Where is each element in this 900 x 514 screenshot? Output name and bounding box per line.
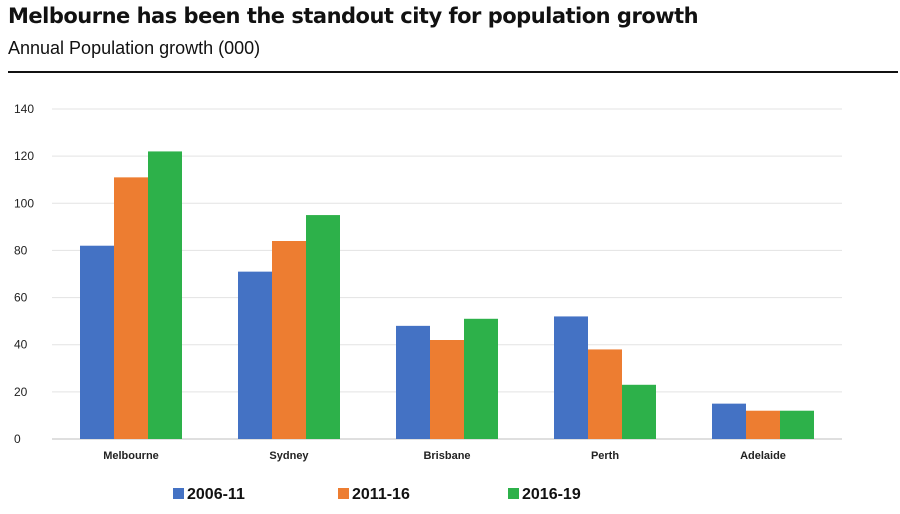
x-axis: Melbourne Sydney Brisbane Perth Adelaide — [103, 450, 786, 462]
y-tick-label: 120 — [14, 149, 34, 163]
y-axis: 0 20 40 60 80 100 120 140 — [14, 102, 34, 446]
bar-perth-2016-19 — [622, 384, 656, 439]
legend: 2006-11 2011-16 2016-19 — [173, 486, 581, 503]
bar-melbourne-2016-19 — [148, 151, 182, 439]
legend-label: 2016-19 — [522, 486, 581, 503]
x-tick-label: Sydney — [269, 450, 309, 462]
legend-swatch — [338, 488, 349, 499]
bar-perth-2006-11 — [554, 316, 588, 439]
bars — [80, 151, 814, 439]
y-tick-label: 40 — [14, 338, 28, 352]
x-tick-label: Adelaide — [740, 450, 786, 462]
bar-perth-2011-16 — [588, 349, 622, 439]
y-tick-label: 80 — [14, 243, 28, 257]
bar-sydney-2006-11 — [238, 271, 272, 439]
y-tick-label: 60 — [14, 291, 28, 305]
y-tick-label: 140 — [14, 102, 34, 116]
legend-label: 2006-11 — [187, 486, 245, 503]
bar-sydney-2011-16 — [272, 241, 306, 439]
page-subtitle: Annual Population growth (000) — [8, 38, 261, 58]
legend-swatch — [173, 488, 184, 499]
legend-swatch — [508, 488, 519, 499]
x-tick-label: Perth — [591, 450, 619, 462]
x-tick-label: Melbourne — [103, 450, 159, 462]
bar-brisbane-2011-16 — [430, 340, 464, 439]
y-tick-label: 0 — [14, 432, 21, 446]
bar-melbourne-2011-16 — [114, 177, 148, 439]
bar-brisbane-2006-11 — [396, 325, 430, 439]
bar-adelaide-2016-19 — [780, 410, 814, 439]
bar-melbourne-2006-11 — [80, 245, 114, 439]
x-tick-label: Brisbane — [423, 450, 470, 462]
bar-brisbane-2016-19 — [464, 318, 498, 439]
bar-adelaide-2011-16 — [746, 410, 780, 439]
page-title: Melbourne has been the standout city for… — [8, 4, 699, 28]
bar-sydney-2016-19 — [306, 215, 340, 439]
title-divider — [8, 71, 898, 73]
y-tick-label: 100 — [14, 196, 34, 210]
y-tick-label: 20 — [14, 385, 28, 399]
legend-label: 2011-16 — [352, 486, 410, 503]
bar-adelaide-2006-11 — [712, 403, 746, 439]
